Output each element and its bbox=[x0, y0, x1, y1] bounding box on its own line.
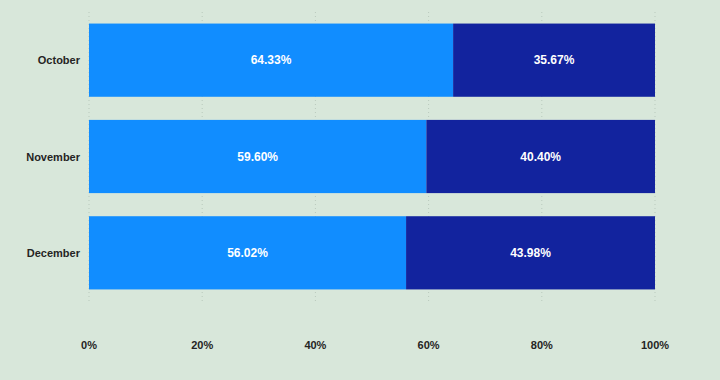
category-label: October bbox=[38, 54, 81, 66]
data-label: 64.33% bbox=[251, 53, 292, 67]
bar bbox=[406, 216, 655, 289]
bar bbox=[89, 216, 406, 289]
data-label: 56.02% bbox=[227, 246, 268, 260]
background bbox=[0, 0, 720, 380]
tick-label: 100% bbox=[641, 339, 669, 351]
data-label: 35.67% bbox=[534, 53, 575, 67]
tick-label: 40% bbox=[304, 339, 326, 351]
chart: 0% 20% 40% 60% 80% 100% October November Decembe… bbox=[0, 0, 720, 380]
data-label: 40.40% bbox=[520, 150, 561, 164]
category-label: December bbox=[27, 247, 81, 259]
bar bbox=[426, 120, 655, 193]
data-labels: 64.33% 59.60% 56.02% 35.67% 40.40% 43.98% bbox=[227, 53, 575, 260]
tick-label: 0% bbox=[81, 339, 97, 351]
bars bbox=[89, 24, 655, 290]
bar bbox=[89, 120, 426, 193]
tick-label: 20% bbox=[191, 339, 213, 351]
data-label: 43.98% bbox=[510, 246, 551, 260]
bar bbox=[453, 24, 655, 97]
grid bbox=[89, 12, 655, 301]
category-label: November bbox=[26, 151, 81, 163]
data-label: 59.60% bbox=[237, 150, 278, 164]
bar bbox=[89, 24, 453, 97]
tick-label: 80% bbox=[531, 339, 553, 351]
tick-label: 60% bbox=[418, 339, 440, 351]
